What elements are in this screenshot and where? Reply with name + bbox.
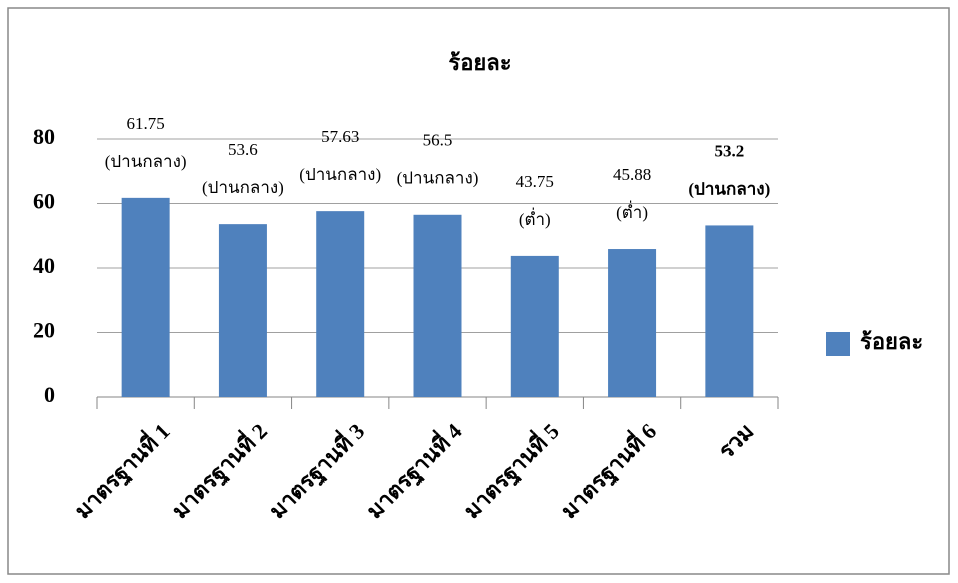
bar [705,225,754,397]
bar [218,224,267,397]
bar [316,211,365,397]
y-tick-label: 20 [33,318,55,343]
bar [121,197,170,397]
level-label: (ต่ำ) [616,200,648,222]
value-label: 56.5 [423,131,453,150]
y-tick-label: 60 [33,189,55,214]
value-label: 45.88 [613,165,651,184]
level-label: (ปานกลาง) [688,179,770,198]
bar [510,255,559,397]
level-label: (ปานกลาง) [397,169,479,188]
value-label: 57.63 [321,127,359,146]
level-label: (ปานกลาง) [202,178,284,197]
value-label: 53.6 [228,140,258,159]
legend-label: ร้อยละ [860,329,923,354]
level-label: (ปานกลาง) [299,165,381,184]
chart-title: ร้อยละ [448,50,511,75]
level-label: (ปานกลาง) [105,152,187,171]
value-label: 43.75 [516,172,554,191]
y-tick-label: 40 [33,253,55,278]
y-tick-label: 0 [44,382,55,407]
legend-swatch [826,332,850,356]
level-label: (ต่ำ) [519,207,551,229]
y-tick-label: 80 [33,124,55,149]
bar [608,249,657,397]
value-label: 61.75 [127,114,165,133]
bar [413,214,462,397]
value-label: 53.2 [714,141,744,160]
